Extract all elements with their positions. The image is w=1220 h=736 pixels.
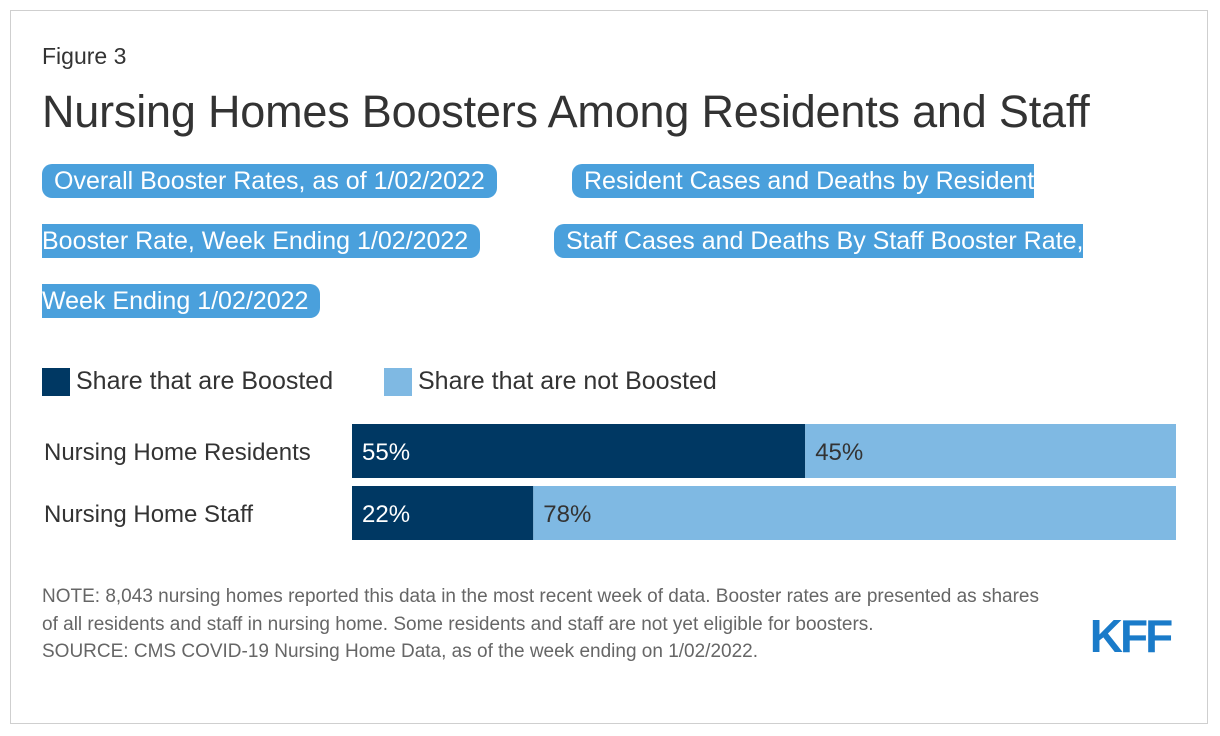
data-label: 78% [543,501,591,528]
tab-line: Overall Booster Rates, as of 1/02/2022 R… [42,160,1172,204]
kff-logo-text: KFF [1090,612,1172,656]
tab-line: Week Ending 1/02/2022 [42,280,1172,324]
legend-swatch-not-boosted [384,368,412,396]
tab-resident-cases-deaths-cont[interactable]: Booster Rate, Week Ending 1/02/2022 [42,224,481,258]
tab-staff-cases-deaths-cont[interactable]: Week Ending 1/02/2022 [42,284,321,318]
note-text: NOTE: 8,043 nursing homes reported this … [42,586,1039,635]
data-label: 45% [815,439,863,466]
bar-segment-boosted[interactable] [352,424,806,478]
category-label: Nursing Home Residents [44,439,311,466]
tab-overall-booster-rates[interactable]: Overall Booster Rates, as of 1/02/2022 [42,164,497,198]
tab-line: Booster Rate, Week Ending 1/02/2022 Staf… [42,220,1172,264]
legend-swatch-boosted [42,368,70,396]
tab-staff-cases-deaths[interactable]: Staff Cases and Deaths By Staff Booster … [554,224,1084,258]
figure-label: Figure 3 [42,43,127,69]
bar-segment-boosted[interactable] [352,486,534,540]
chart-svg: Nursing Home Residents 55% 45% Nursing Home… [44,424,1176,540]
chart-notes: NOTE: 8,043 nursing homes reported this … [42,583,1042,666]
source-text: SOURCE: CMS COVID-19 Nursing Home Data, … [42,641,759,662]
category-label: Nursing Home Staff [44,501,253,528]
bar-segment-not-boosted[interactable] [533,486,1176,540]
tab-resident-cases-deaths[interactable]: Resident Cases and Deaths by Resident [572,164,1035,198]
legend-label-boosted: Share that are Boosted [76,367,334,395]
kff-logo[interactable]: KFF [1082,612,1178,656]
legend-label-not-boosted: Share that are not Boosted [418,367,717,395]
view-tabs: Overall Booster Rates, as of 1/02/2022 R… [42,160,1172,340]
bar-segment-not-boosted[interactable] [805,424,1176,478]
data-label: 22% [362,501,410,528]
data-label: 55% [362,439,410,466]
chart-title: Nursing Homes Boosters Among Residents a… [42,86,1090,137]
figure-frame [10,10,1208,724]
stacked-bar-chart: Nursing Home Residents 55% 45% Nursing Home… [0,420,1220,550]
